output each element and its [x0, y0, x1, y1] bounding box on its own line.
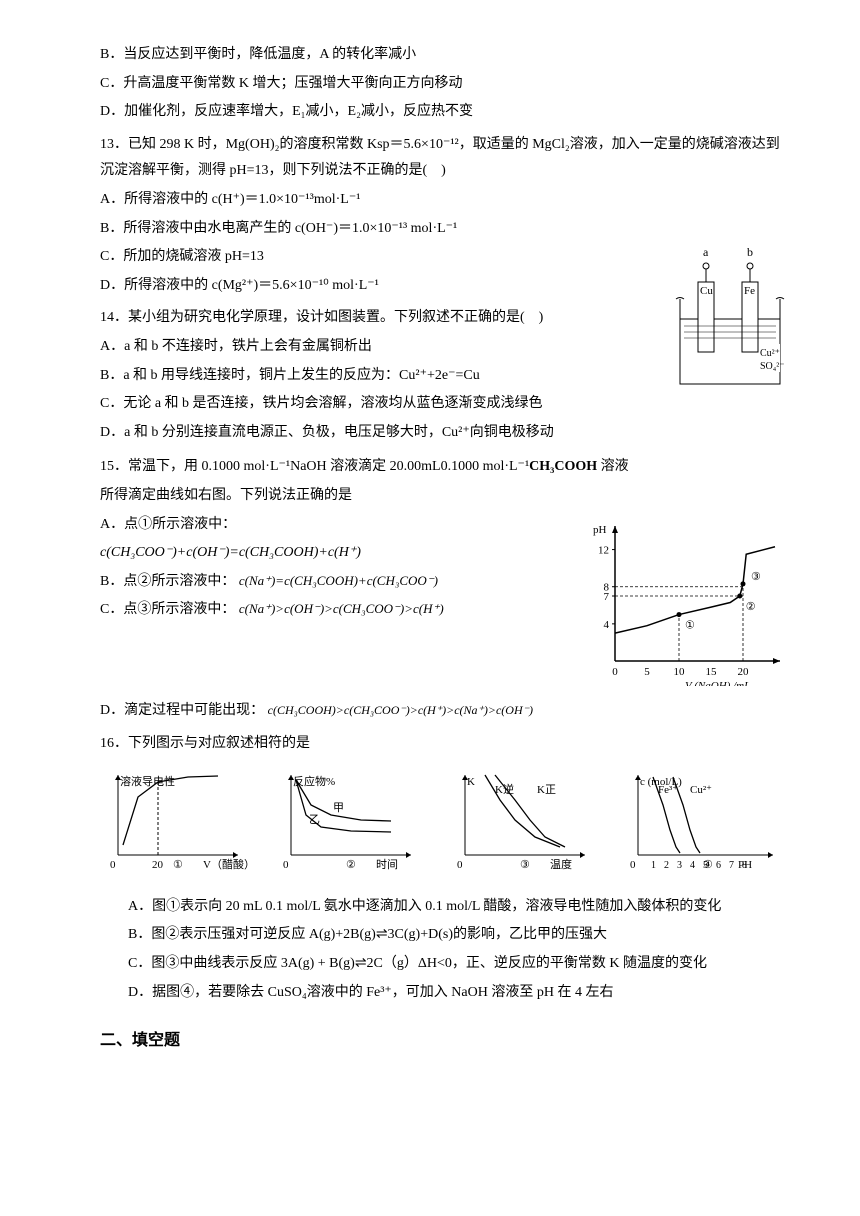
svg-text:12: 12: [598, 544, 609, 556]
q14-option-d: D．a 和 b 分别连接直流电源正、负极，电压足够大时，Cu²⁺向铜电极移动: [100, 420, 790, 447]
svg-text:pH: pH: [593, 524, 607, 536]
svg-text:时间: 时间: [376, 858, 398, 871]
svg-text:1: 1: [651, 860, 656, 871]
q13-option-a: A．所得溶液中的 c(H⁺)＝1.0×10⁻¹³mol·L⁻¹: [100, 187, 790, 214]
q12-option-c: C．升高温度平衡常数 K 增大；压强增大平衡向正方向移动: [100, 71, 790, 98]
svg-text:20: 20: [152, 859, 164, 871]
svg-text:乙: 乙: [309, 813, 320, 826]
svg-text:K: K: [467, 776, 475, 788]
q16-option-d: D．据图④，若要除去 CuSO₄溶液中的 Fe³⁺，可加入 NaOH 溶液至 p…: [128, 980, 790, 1007]
svg-text:甲: 甲: [333, 802, 344, 814]
ion-so4: SO₄²⁻: [760, 361, 785, 372]
svg-text:②: ②: [346, 859, 356, 871]
svg-text:③: ③: [751, 570, 761, 582]
q16-option-a: A．图①表示向 20 mL 0.1 mol/L 氨水中逐滴加入 0.1 mol/…: [128, 894, 790, 921]
svg-text:①: ①: [173, 859, 183, 871]
svg-text:0: 0: [612, 666, 618, 678]
svg-text:Cu²⁺: Cu²⁺: [690, 784, 712, 796]
svg-text:15: 15: [706, 666, 718, 678]
svg-text:6: 6: [716, 860, 721, 871]
svg-text:V (NaOH) /mL: V (NaOH) /mL: [685, 680, 750, 686]
terminal-b: b: [747, 245, 753, 259]
svg-text:0: 0: [457, 859, 463, 871]
q16-option-c: C．图③中曲线表示反应 3A(g) + B(g)⇌2C（g）ΔH<0，正、逆反应…: [128, 951, 790, 978]
svg-text:4: 4: [604, 618, 610, 630]
svg-text:3: 3: [677, 860, 682, 871]
svg-text:①: ①: [685, 619, 695, 631]
svg-text:5: 5: [644, 666, 650, 678]
q13-stem: 13．已知 298 K 时，Mg(OH)₂的溶度积常数 Ksp＝5.6×10⁻¹…: [100, 132, 790, 185]
svg-text:10: 10: [674, 666, 686, 678]
q16-stem: 16．下列图示与对应叙述相符的是: [100, 731, 790, 758]
svg-text:V（醋酸）/mL: V（醋酸）/mL: [203, 857, 250, 871]
svg-text:K逆: K逆: [495, 782, 514, 796]
q16-option-b: B．图②表示压强对可逆反应 A(g)+2B(g)⇌3C(g)+D(s)的影响，乙…: [128, 922, 790, 949]
svg-text:8: 8: [604, 581, 610, 593]
svg-text:0: 0: [630, 859, 636, 871]
svg-text:K正: K正: [537, 784, 556, 796]
svg-text:温度: 温度: [550, 857, 572, 871]
q15-stem: 15．常温下，用 0.1000 mol·L⁻¹NaOH 溶液滴定 20.00mL…: [100, 454, 790, 481]
svg-text:7: 7: [729, 860, 734, 871]
svg-text:0: 0: [283, 859, 289, 871]
svg-text:2: 2: [664, 860, 669, 871]
q15-line2: 所得滴定曲线如右图。下列说法正确的是: [100, 483, 790, 510]
q16-figures: 溶液导电性V（醋酸）/mL0①20 反应物%时间0②甲乙 K温度0③K逆K正 c…: [100, 765, 790, 886]
svg-text:8: 8: [742, 860, 747, 871]
q15-chart: 4781205101520①②③pHV (NaOH) /mL: [580, 516, 790, 697]
svg-text:③: ③: [520, 859, 530, 871]
electrode-fe: Fe: [744, 285, 755, 297]
q12-option-d: D．加催化剂，反应速率增大，E₁减小，E₂减小，反应热不变: [100, 99, 790, 126]
q13-option-b: B．所得溶液中由水电离产生的 c(OH⁻)＝1.0×10⁻¹³ mol·L⁻¹: [100, 216, 790, 243]
svg-text:20: 20: [738, 666, 750, 678]
q14-figure: a b Cu Fe Cu²⁺ SO₄²⁻: [670, 244, 790, 405]
svg-text:0: 0: [110, 859, 116, 871]
terminal-a: a: [703, 245, 709, 259]
svg-text:Fe³⁺: Fe³⁺: [658, 784, 678, 796]
svg-text:5: 5: [703, 860, 708, 871]
ion-cu: Cu²⁺: [760, 348, 780, 359]
q15-option-d: D．滴定过程中可能出现： c(CH₃COOH)>c(CH₃COO⁻)>c(H⁺)…: [100, 698, 790, 725]
section-2-heading: 二、填空题: [100, 1026, 790, 1056]
electrode-cu: Cu: [700, 285, 713, 297]
svg-text:4: 4: [690, 860, 695, 871]
svg-text:②: ②: [746, 601, 756, 613]
q12-option-b: B．当反应达到平衡时，降低温度，A 的转化率减小: [100, 42, 790, 69]
